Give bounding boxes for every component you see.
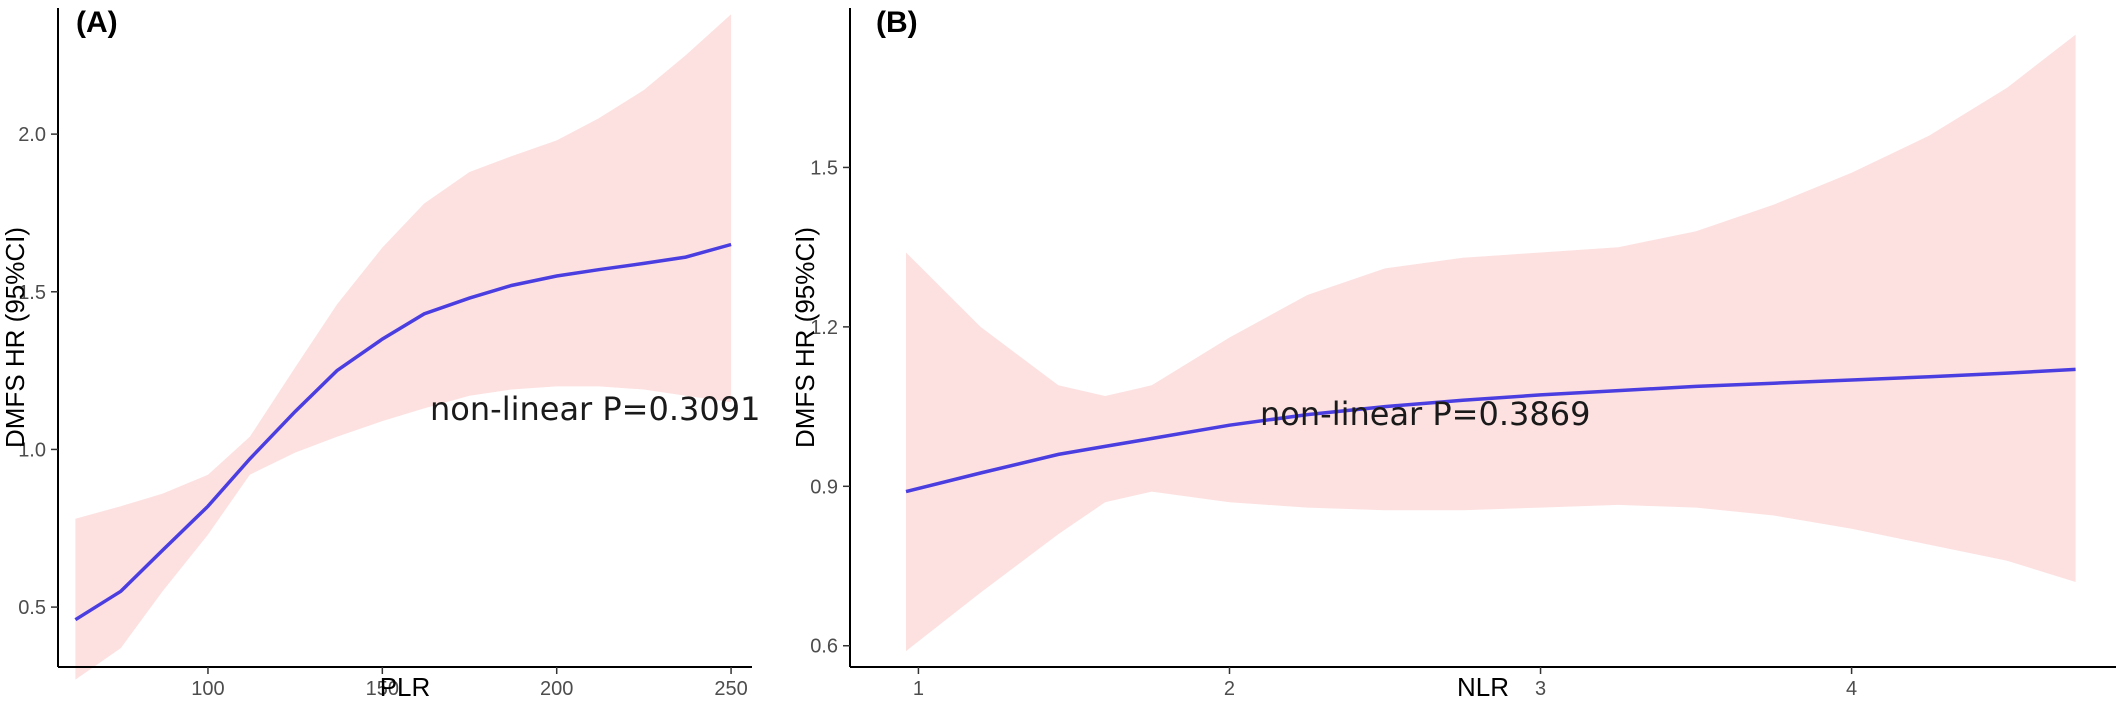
pvalue-annotation-b: non-linear P=0.3869 [1260,395,1590,433]
y-tick-label-b: 1.5 [810,157,838,179]
panel-label-a: (A) [76,6,118,39]
y-tick-label-a: 1.5 [18,282,46,304]
panel-b: 1 2 3 4 0.6 0.9 1.2 1.5 NLR DMFS HR (95%CI) (B) non… [790,0,2128,707]
y-tick-label-b: 1.2 [810,317,838,339]
hr-curve-b [905,367,2076,494]
y-tick-label-b: 0.6 [810,636,838,658]
x-tick-label-b: 1 [913,678,924,700]
chart-a-svg: 100 150 200 250 0.5 1.0 1.5 2.0 PLR DMFS HR (95%C… [0,6,760,702]
x-axis-title-b: NLR [1457,672,1509,702]
y-tick-label-b: 0.9 [810,476,838,498]
panel-label-b: (B) [876,6,918,39]
x-tick-label-a: 250 [714,678,747,700]
y-tick-label-a: 2.0 [18,124,46,146]
x-tick-label-b: 2 [1224,678,1235,700]
y-tick-label-a: 1.0 [18,439,46,461]
x-tick-label-b: 4 [1846,678,1857,700]
pvalue-annotation-a: non-linear P=0.3091 [430,390,760,428]
y-tick-label-a: 0.5 [18,597,46,619]
hr-curve-a [74,242,732,622]
x-axis-title-a: PLR [380,672,431,702]
panel-a: 100 150 200 250 0.5 1.0 1.5 2.0 PLR DMFS HR (95%C… [0,0,790,707]
x-tick-label-a: 200 [540,678,573,700]
x-tick-label-a: 150 [366,678,399,700]
x-tick-label-b: 3 [1535,678,1546,700]
y-axis-title-a: DMFS HR (95%CI) [0,227,30,448]
y-axis-title-b: DMFS HR (95%CI) [790,227,820,448]
x-tick-label-a: 100 [191,678,224,700]
ci-band-a [75,14,732,680]
ci-band-b [906,34,2076,652]
chart-b-svg: 1 2 3 4 0.6 0.9 1.2 1.5 NLR DMFS HR (95%CI) (B) non… [790,6,2116,702]
